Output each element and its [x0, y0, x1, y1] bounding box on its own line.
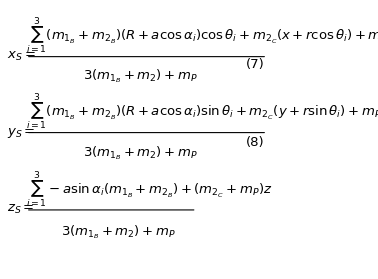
Text: $3(m_{1_B}+m_2)+m_P$: $3(m_{1_B}+m_2)+m_P$ — [61, 223, 176, 241]
Text: (7): (7) — [246, 58, 265, 71]
Text: $\sum_{i=1}^{3}(m_{1_B}+m_{2_B})(R+a\cos\alpha_i)\sin\theta_i+m_{2_C}(y+r\sin\th: $\sum_{i=1}^{3}(m_{1_B}+m_{2_B})(R+a\cos… — [26, 92, 378, 132]
Text: $z_S =$: $z_S =$ — [7, 203, 34, 217]
Text: $\sum_{i=1}^{3}(m_{1_B}+m_{2_B})(R+a\cos\alpha_i)\cos\theta_i+m_{2_C}(x+r\cos\th: $\sum_{i=1}^{3}(m_{1_B}+m_{2_B})(R+a\cos… — [26, 16, 378, 56]
Text: $3(m_{1_B}+m_2)+m_P$: $3(m_{1_B}+m_2)+m_P$ — [83, 67, 198, 85]
Text: $y_S =$: $y_S =$ — [7, 126, 36, 140]
Text: $\sum_{i=1}^{3}-a\sin\alpha_i(m_{1_B}+m_{2_B})+(m_{2_C}+m_P)z$: $\sum_{i=1}^{3}-a\sin\alpha_i(m_{1_B}+m_… — [26, 169, 272, 210]
Text: $x_S =$: $x_S =$ — [7, 50, 36, 63]
Text: (8): (8) — [246, 136, 265, 149]
Text: $3(m_{1_B}+m_2)+m_P$: $3(m_{1_B}+m_2)+m_P$ — [83, 145, 198, 162]
